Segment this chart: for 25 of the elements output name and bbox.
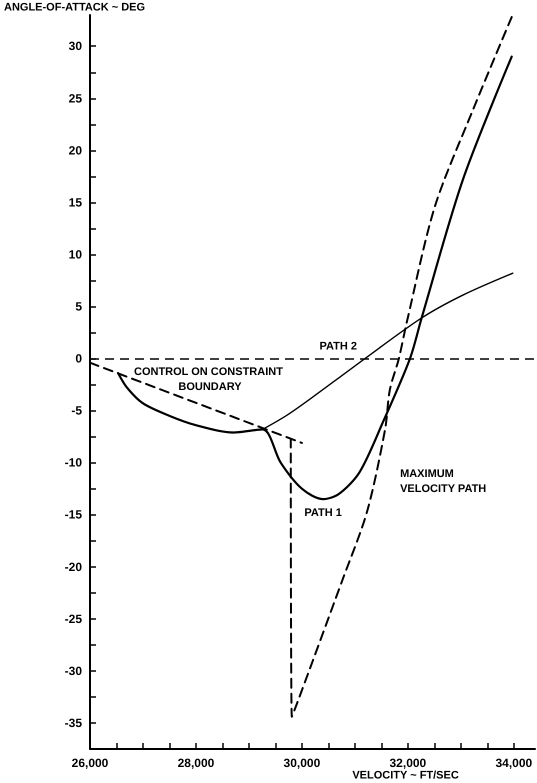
- series-label: CONTROL ON CONSTRAINT BOUNDARY: [134, 366, 286, 394]
- y-tick-label: -10: [64, 456, 82, 470]
- x-tick-label: 32,000: [390, 756, 427, 770]
- y-tick-label: 20: [68, 143, 82, 158]
- series-label: PATH 1: [304, 507, 342, 520]
- y-tick-label: 10: [68, 247, 82, 262]
- y-tick-label: 15: [68, 195, 82, 210]
- y-tick-label: -20: [64, 560, 82, 574]
- x-tick-label: 34,000: [495, 756, 532, 770]
- y-tick-label: -5: [71, 404, 82, 418]
- y-tick-label: 25: [68, 91, 82, 106]
- y-axis-title: ANGLE-OF-ATTACK ~ DEG: [4, 2, 146, 14]
- series-label: PATH 2: [319, 340, 357, 353]
- x-axis-title: VELOCITY ~ FT/SEC: [352, 770, 459, 782]
- y-tick-label: -25: [64, 612, 82, 626]
- x-tick-label: 26,000: [72, 756, 109, 770]
- y-tick-label: 5: [75, 300, 82, 314]
- x-tick-label: 30,000: [284, 756, 321, 770]
- text: MAXIMUM VELOCITY PATH: [400, 468, 486, 496]
- y-tick-label: -35: [64, 716, 82, 730]
- y-tick-label: 30: [68, 39, 82, 54]
- y-tick-label: -30: [64, 664, 82, 678]
- x-tick-label: 28,000: [178, 756, 215, 770]
- y-tick-label: -15: [64, 508, 82, 522]
- y-tick-label: 0: [75, 352, 82, 366]
